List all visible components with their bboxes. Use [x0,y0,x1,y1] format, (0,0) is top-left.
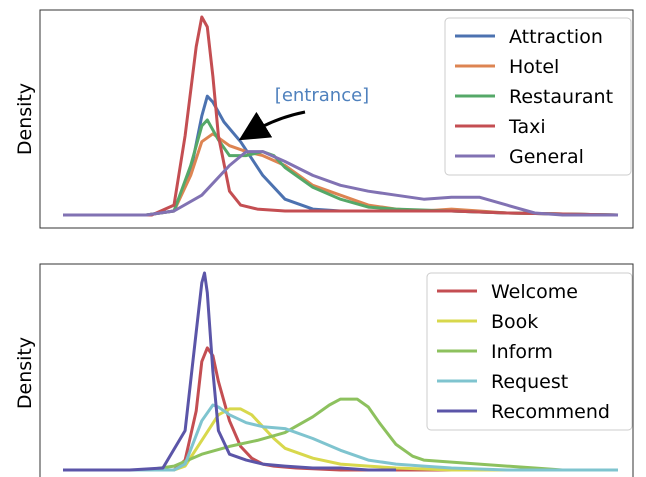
legend-label-general: General [509,146,584,168]
legend-label-inform: Inform [491,341,553,363]
bottom-y-axis-label: Density [14,337,36,409]
legend-box [426,272,633,431]
legend-box [444,17,632,176]
series-line-inform [63,397,618,472]
bottom-panel: Density Welcome Book Inform Request Recommen… [14,263,634,477]
legend-label-attraction: Attraction [509,26,603,48]
legend-label-welcome: Welcome [491,281,578,303]
top-annotation-text: [entrance] [275,85,369,106]
legend-label-recommend: Recommend [491,401,610,423]
top-panel: Density [entrance] Attraction Hotel Restau… [14,9,634,229]
series-line-taxi [63,15,619,217]
legend-label-book: Book [491,311,538,333]
top-legend: Attraction Hotel Restaurant Taxi General [444,17,632,176]
top-annotation-arrow [238,110,306,141]
legend-label-restaurant: Restaurant [509,86,613,108]
legend-label-taxi: Taxi [508,116,546,138]
series-line-recommend [63,271,396,472]
legend-label-request: Request [491,371,568,393]
series-line-request [63,403,618,472]
top-series-lines [63,15,619,217]
series-line-general [63,150,618,217]
bottom-legend: Welcome Book Inform Request Recommend [426,272,633,431]
legend-label-hotel: Hotel [509,56,559,78]
bottom-series-lines [63,271,618,472]
top-y-axis-label: Density [14,83,36,155]
